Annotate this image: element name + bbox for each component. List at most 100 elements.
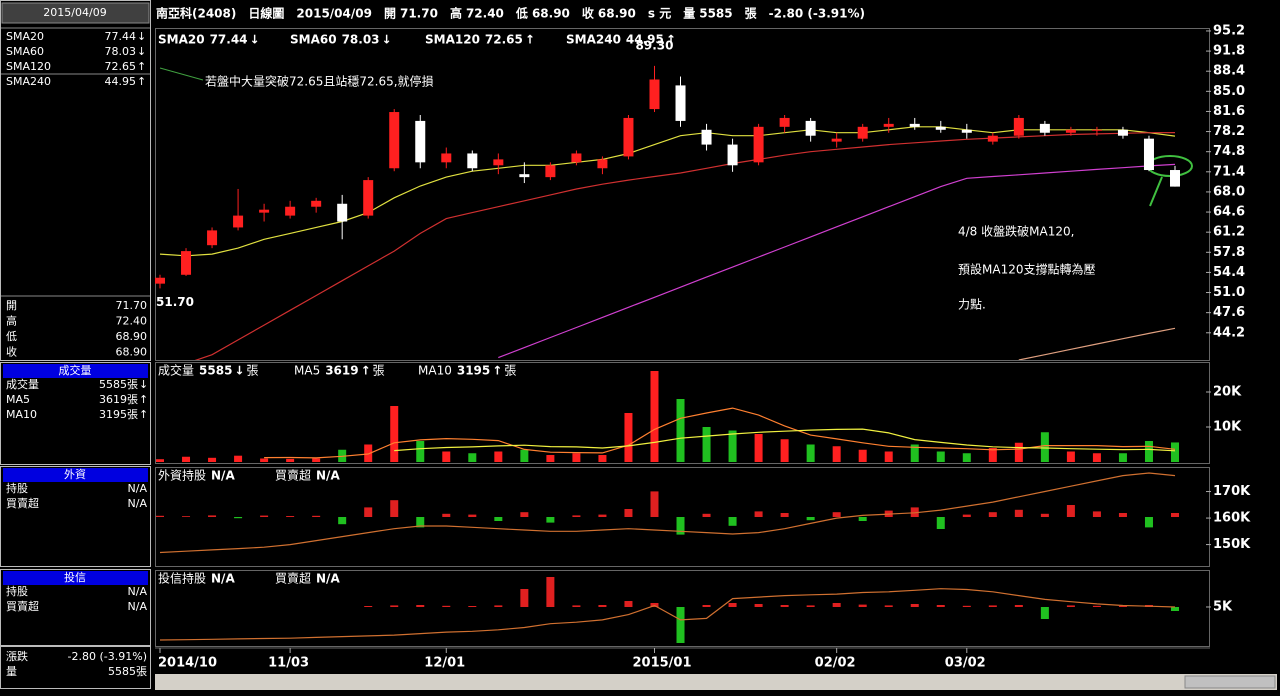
candle-body bbox=[1170, 170, 1180, 187]
ma-trend: ↓ bbox=[137, 45, 146, 58]
bar bbox=[728, 517, 737, 526]
price-panel bbox=[155, 28, 1210, 361]
bar bbox=[572, 453, 581, 462]
bar bbox=[1171, 513, 1179, 517]
bar bbox=[1171, 442, 1179, 462]
bar bbox=[936, 517, 945, 529]
bar bbox=[598, 514, 607, 517]
candle-body bbox=[597, 159, 608, 169]
bar bbox=[1118, 453, 1127, 462]
bar bbox=[364, 606, 373, 607]
annotation-pointer bbox=[1149, 176, 1163, 207]
candle-body bbox=[883, 123, 894, 127]
price-label: 高 bbox=[6, 314, 17, 328]
header-item: 高 bbox=[450, 6, 462, 21]
legend-value: 3195 bbox=[457, 364, 490, 378]
price-value: 68.90 bbox=[116, 346, 148, 359]
bar bbox=[676, 517, 685, 535]
section-label: 買賣超 bbox=[6, 496, 39, 510]
legend-name: 買賣超 bbox=[275, 571, 311, 586]
y-tick-label: 95.2 bbox=[1213, 23, 1245, 38]
footer-value: -2.80 (-3.91%) bbox=[68, 650, 147, 663]
candle-body bbox=[935, 126, 946, 130]
y-tick-label: 88.4 bbox=[1213, 64, 1245, 79]
x-tick-label: 02/02 bbox=[815, 656, 856, 671]
x-tick-label: 2014/10 bbox=[158, 656, 217, 671]
ma-line bbox=[194, 132, 1176, 360]
y-tick-label: 64.6 bbox=[1213, 205, 1245, 220]
bar bbox=[936, 605, 945, 607]
candle-body bbox=[779, 117, 790, 127]
header-item: 日線圖 bbox=[248, 6, 284, 21]
ma-trend: ↑ bbox=[137, 60, 146, 73]
legend-value: N/A bbox=[316, 469, 340, 483]
legend-trend: ↑ bbox=[666, 33, 676, 47]
sidebar-box bbox=[0, 362, 151, 465]
header-item: 低 bbox=[515, 6, 528, 21]
legend-value: 72.65 bbox=[485, 33, 523, 47]
ma-trend: ↓ bbox=[137, 30, 146, 43]
ma-line bbox=[1018, 327, 1176, 360]
candle-body bbox=[961, 129, 972, 133]
bar bbox=[494, 451, 503, 462]
bar bbox=[312, 515, 321, 517]
bar bbox=[1066, 505, 1075, 517]
bar bbox=[182, 456, 191, 462]
y-tick-label: 74.8 bbox=[1213, 144, 1245, 159]
candle-body bbox=[805, 120, 816, 136]
candle-body bbox=[415, 120, 426, 163]
legend-name: 投信持股 bbox=[158, 571, 206, 586]
annotation-pointer bbox=[159, 67, 204, 81]
y-tick-label: 54.4 bbox=[1213, 265, 1245, 280]
legend-value: N/A bbox=[316, 572, 340, 586]
y-tick-label: 150K bbox=[1213, 537, 1251, 552]
scrollbar[interactable] bbox=[155, 674, 1277, 690]
bar bbox=[208, 457, 217, 462]
legend-trend: ↑ bbox=[492, 364, 502, 378]
bar bbox=[754, 604, 763, 607]
annotation: 力點. bbox=[958, 298, 986, 312]
legend-name: SMA60 bbox=[290, 33, 337, 47]
header-item: 開 bbox=[384, 7, 396, 21]
indicator-line bbox=[159, 472, 1176, 554]
x-tick-label: 11/03 bbox=[268, 656, 309, 671]
section-label: MA10 bbox=[6, 408, 37, 421]
candle-body bbox=[493, 159, 504, 166]
legend-unit: 張 bbox=[373, 364, 385, 378]
sidebar-box bbox=[0, 0, 151, 361]
bar bbox=[624, 601, 633, 607]
bar bbox=[780, 605, 789, 607]
legend-value: N/A bbox=[211, 572, 235, 586]
bar bbox=[234, 517, 243, 519]
bar bbox=[572, 515, 581, 517]
bar bbox=[546, 517, 555, 523]
zoom-buttons[interactable] bbox=[1184, 675, 1276, 689]
section-label: MA5 bbox=[6, 393, 30, 406]
candle-body bbox=[987, 135, 998, 142]
bar bbox=[650, 491, 659, 517]
bar bbox=[1040, 607, 1049, 619]
foreign-panel bbox=[155, 467, 1210, 567]
bar bbox=[624, 413, 633, 462]
bar bbox=[1014, 442, 1023, 462]
bar bbox=[1040, 513, 1049, 517]
section-label: 持股 bbox=[6, 481, 28, 495]
legend-unit: 張 bbox=[246, 364, 258, 378]
header-item: 2015/04/09 bbox=[296, 7, 372, 21]
candle-body bbox=[571, 153, 582, 163]
sidebar: 2015/04/09 SMA20 77.44 ↓SMA60 78.03 ↓SMA120 7… bbox=[0, 0, 151, 689]
ma-value: 77.44 bbox=[105, 30, 137, 43]
footer-label: 漲跌 bbox=[6, 649, 28, 663]
bar bbox=[1144, 517, 1153, 528]
section-trend: ↑ bbox=[139, 408, 148, 421]
candle-body bbox=[753, 126, 764, 163]
section-title: 投信 bbox=[64, 570, 86, 584]
bar bbox=[884, 605, 893, 607]
price-label: 收 bbox=[6, 345, 17, 359]
bar bbox=[806, 605, 815, 607]
bar bbox=[1066, 451, 1075, 462]
legend-trend: ↑ bbox=[525, 33, 535, 47]
bar bbox=[1171, 607, 1179, 611]
candle-body bbox=[207, 230, 218, 246]
bar bbox=[962, 514, 971, 517]
